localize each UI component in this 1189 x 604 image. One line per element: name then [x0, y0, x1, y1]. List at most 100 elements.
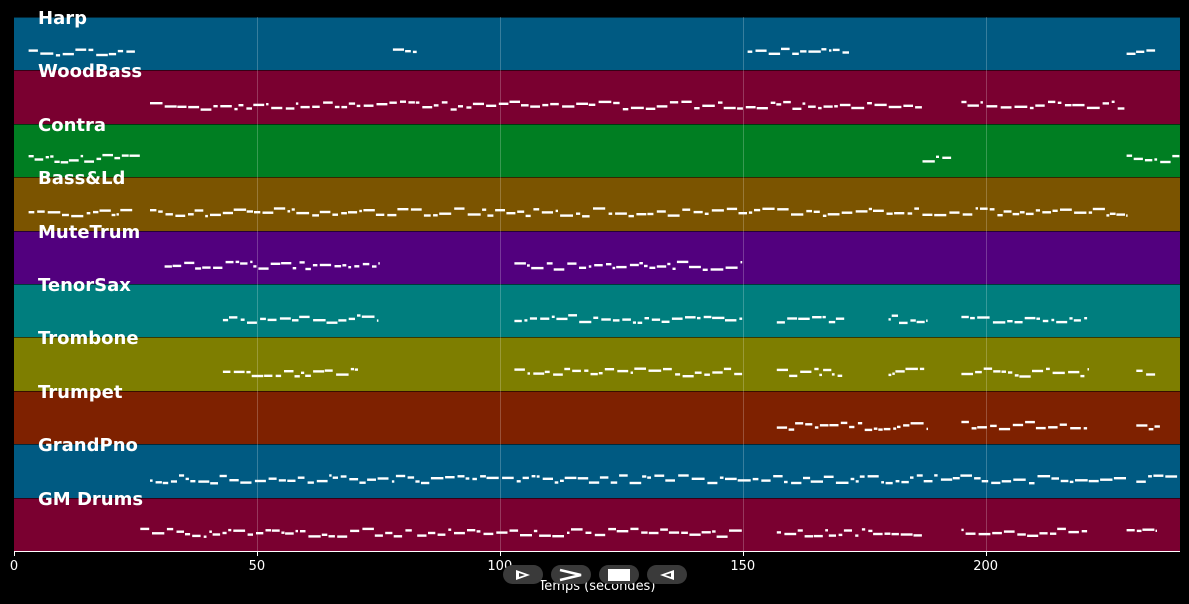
note: [991, 481, 1001, 485]
note: [556, 317, 568, 321]
note: [476, 530, 481, 533]
note: [821, 48, 827, 51]
note: [783, 100, 791, 104]
note: [1136, 369, 1143, 372]
note: [905, 367, 918, 371]
note: [1035, 104, 1045, 107]
note: [678, 474, 689, 477]
note: [222, 318, 229, 322]
track-label: MuteTrum: [38, 221, 141, 243]
note: [897, 425, 901, 429]
note: [395, 474, 406, 478]
note: [550, 102, 559, 106]
note: [375, 213, 385, 216]
gridline: [985, 17, 987, 551]
note: [341, 105, 348, 109]
note: [622, 108, 629, 111]
note: [188, 105, 200, 109]
note: [560, 214, 573, 217]
note: [832, 48, 840, 52]
note: [1087, 368, 1089, 371]
track-label: Contra: [38, 114, 107, 136]
note: [1064, 104, 1072, 107]
note: [829, 49, 832, 52]
note: [270, 262, 281, 265]
note: [616, 265, 627, 269]
note: [819, 373, 822, 377]
note: [776, 103, 782, 106]
rewind-button[interactable]: [647, 565, 687, 584]
note: [711, 209, 724, 212]
note: [567, 262, 577, 265]
note: [919, 367, 925, 371]
note: [1136, 529, 1142, 533]
note: [1172, 154, 1180, 158]
track-label: WoodBass: [38, 61, 143, 83]
note: [975, 370, 982, 374]
note: [1113, 477, 1126, 480]
note: [482, 208, 487, 211]
note: [861, 528, 866, 531]
note: [619, 474, 628, 477]
note: [258, 267, 269, 270]
note: [1046, 367, 1050, 371]
note: [275, 374, 282, 378]
note: [284, 370, 294, 373]
note: [514, 368, 525, 371]
note: [222, 370, 231, 373]
note: [129, 154, 140, 157]
note: [281, 262, 292, 265]
stop-button[interactable]: [599, 565, 639, 584]
note: [551, 315, 555, 318]
note: [348, 211, 358, 214]
note: [354, 265, 360, 268]
note: [914, 207, 919, 210]
track-label: GrandPno: [38, 435, 138, 457]
play-button[interactable]: [503, 565, 543, 584]
note: [86, 212, 91, 215]
note: [313, 319, 326, 322]
note: [738, 212, 747, 215]
note: [256, 532, 264, 535]
note: [387, 213, 397, 217]
note: [647, 212, 654, 216]
note: [1126, 214, 1128, 217]
note: [791, 213, 804, 216]
fast-forward-button[interactable]: [551, 565, 591, 584]
note: [851, 106, 865, 110]
note: [718, 101, 723, 104]
note: [279, 317, 291, 320]
note: [1014, 321, 1023, 324]
note: [334, 265, 342, 268]
note: [28, 49, 38, 52]
note: [445, 476, 455, 479]
note: [391, 480, 395, 483]
note: [233, 208, 247, 211]
note: [571, 528, 583, 531]
note: [251, 374, 264, 378]
note: [1060, 479, 1069, 483]
note: [608, 527, 616, 531]
note: [55, 54, 61, 57]
note: [837, 374, 843, 377]
note: [892, 372, 895, 375]
note: [712, 371, 723, 374]
note: [601, 318, 611, 321]
note: [377, 477, 389, 480]
note: [725, 477, 737, 481]
note: [299, 261, 305, 264]
note: [629, 263, 639, 267]
note: [598, 372, 603, 375]
note: [361, 315, 375, 318]
note: [819, 424, 829, 427]
note: [1068, 530, 1079, 534]
note: [725, 319, 737, 322]
note: [977, 426, 987, 429]
note: [111, 213, 116, 217]
note: [682, 375, 694, 378]
note: [1136, 424, 1148, 427]
note: [356, 104, 361, 108]
note: [576, 212, 581, 215]
